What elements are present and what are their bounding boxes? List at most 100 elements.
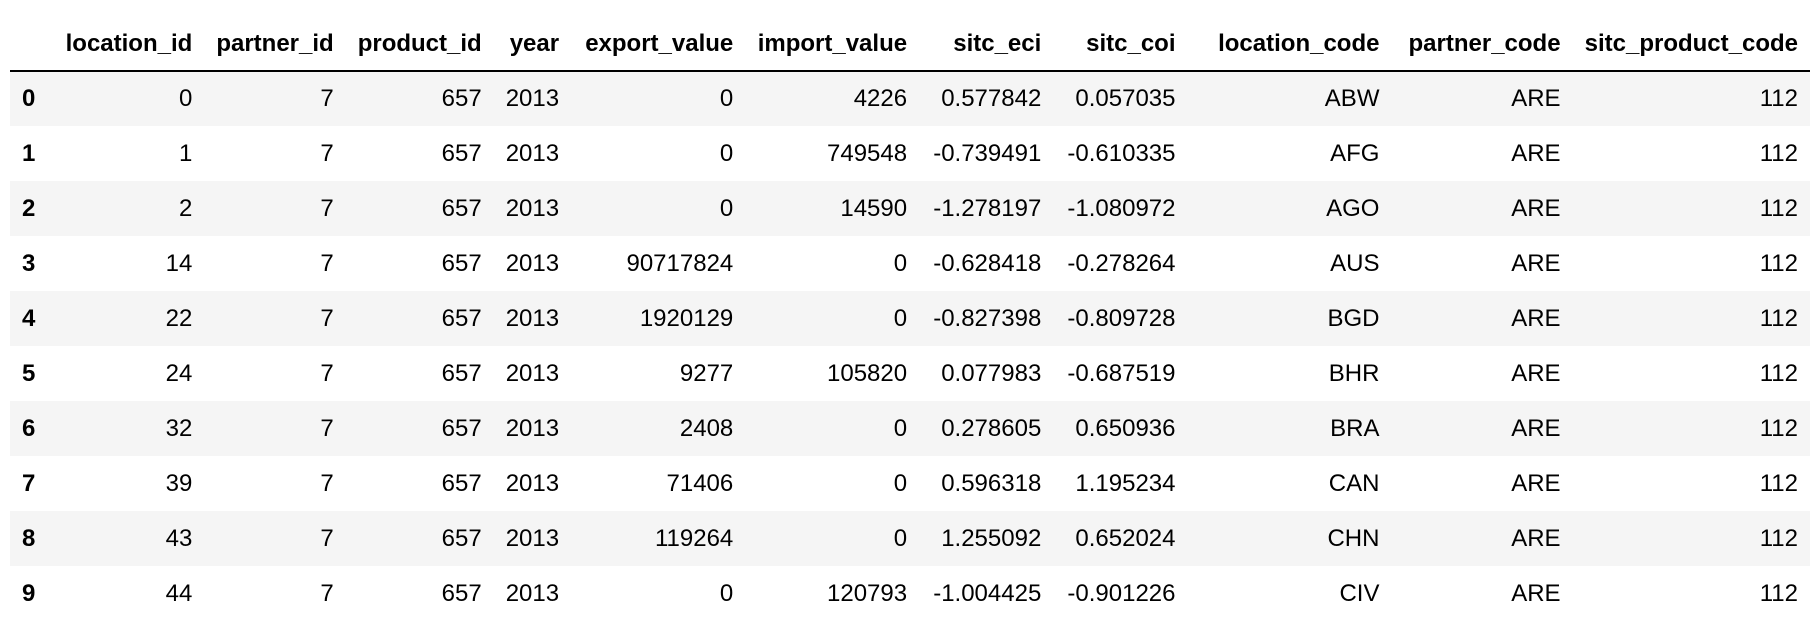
column-header-partner-id: partner_id: [204, 18, 346, 72]
cell-year: 2013: [505, 139, 560, 167]
cell-export-value: 9277: [679, 359, 734, 387]
cell-import-value: 14590: [840, 194, 908, 222]
cell-import-value: 120793: [827, 579, 908, 607]
cell-location-code: CIV: [1339, 579, 1380, 607]
cell-product-id: 657: [441, 469, 482, 497]
cell-partner-code: ARE: [1511, 414, 1561, 442]
column-header-year: year: [493, 18, 572, 72]
cell-sitc-eci: 0.278605: [941, 414, 1042, 442]
row-index: 3: [22, 249, 36, 277]
cell-partner-code: ARE: [1511, 579, 1561, 607]
cell-location-code: BRA: [1330, 414, 1380, 442]
cell-sitc-coi: -0.687519: [1067, 359, 1176, 387]
cell-partner-code: ARE: [1511, 524, 1561, 552]
cell-partner-id: 7: [320, 359, 334, 387]
cell-partner-id: 7: [320, 524, 334, 552]
table-row: 4 22 7 657 2013 1920129 0 -0.827398 -0.809728 BGD…: [10, 291, 1810, 346]
cell-sitc-product-code: 112: [1759, 414, 1798, 442]
cell-sitc-product-code: 112: [1759, 579, 1798, 607]
cell-sitc-coi: -0.901226: [1067, 579, 1176, 607]
cell-export-value: 2408: [679, 414, 734, 442]
cell-year: 2013: [505, 249, 560, 277]
cell-sitc-eci: 1.255092: [941, 524, 1042, 552]
cell-product-id: 657: [441, 139, 482, 167]
cell-location-id: 0: [178, 85, 193, 112]
table-body: 0 0 7 657 2013 0 4226 0.577842 0.057035 ABW ARE 112…: [10, 71, 1810, 621]
cell-export-value: 0: [719, 139, 734, 167]
cell-import-value: 0: [893, 304, 908, 332]
cell-partner-code: ARE: [1511, 304, 1561, 332]
column-header-export-value: export_value: [571, 18, 746, 72]
cell-sitc-coi: -1.080972: [1067, 194, 1176, 222]
table-row: 1 1 7 657 2013 0 749548 -0.739491 -0.610335 AFG AR…: [10, 126, 1810, 181]
cell-partner-code: ARE: [1511, 85, 1561, 112]
cell-partner-code: ARE: [1511, 359, 1561, 387]
table-row: 7 39 7 657 2013 71406 0 0.596318 1.195234 CAN ARE 1…: [10, 456, 1810, 511]
row-index: 6: [22, 414, 36, 442]
table-row: 0 0 7 657 2013 0 4226 0.577842 0.057035 ABW ARE 112: [10, 71, 1810, 126]
dataframe-table: location_id partner_id product_id year expor…: [10, 18, 1810, 621]
cell-location-id: 2: [178, 194, 193, 222]
cell-export-value: 119264: [654, 524, 734, 552]
column-header-location-id: location_id: [53, 18, 205, 72]
table-row: 6 32 7 657 2013 2408 0 0.278605 0.650936 BRA ARE 11…: [10, 401, 1810, 456]
column-header-partner-code: partner_code: [1391, 18, 1573, 72]
cell-sitc-coi: -0.278264: [1067, 249, 1176, 277]
row-index: 4: [22, 304, 36, 332]
cell-location-code: CAN: [1328, 469, 1380, 497]
cell-export-value: 0: [719, 85, 734, 112]
cell-partner-id: 7: [320, 579, 334, 607]
cell-location-id: 24: [165, 359, 193, 387]
header-row: location_id partner_id product_id year expor…: [10, 18, 1810, 72]
cell-sitc-coi: -0.809728: [1067, 304, 1176, 332]
cell-partner-id: 7: [320, 304, 334, 332]
row-index: 7: [22, 469, 36, 497]
cell-sitc-product-code: 112: [1759, 359, 1798, 387]
cell-import-value: 0: [893, 414, 908, 442]
cell-product-id: 657: [441, 194, 482, 222]
column-header-sitc-product-code: sitc_product_code: [1572, 18, 1810, 72]
column-header-sitc-eci: sitc_eci: [919, 18, 1054, 72]
cell-product-id: 657: [441, 524, 482, 552]
cell-partner-code: ARE: [1511, 469, 1561, 497]
row-index: 0: [22, 85, 36, 112]
cell-product-id: 657: [441, 579, 482, 607]
cell-sitc-product-code: 112: [1759, 194, 1798, 222]
cell-import-value: 105820: [827, 359, 908, 387]
cell-partner-id: 7: [320, 194, 334, 222]
cell-product-id: 657: [441, 85, 482, 112]
cell-sitc-product-code: 112: [1759, 304, 1798, 332]
cell-partner-code: ARE: [1511, 249, 1561, 277]
cell-product-id: 657: [441, 414, 482, 442]
cell-year: 2013: [505, 359, 560, 387]
cell-sitc-coi: 0.650936: [1075, 414, 1176, 442]
cell-partner-id: 7: [320, 139, 334, 167]
row-index: 9: [22, 579, 36, 607]
cell-sitc-coi: 0.652024: [1075, 524, 1176, 552]
cell-sitc-eci: -0.827398: [933, 304, 1042, 332]
cell-sitc-eci: 0.577842: [941, 85, 1042, 112]
cell-sitc-product-code: 112: [1759, 139, 1798, 167]
row-index: 1: [22, 139, 36, 167]
cell-location-id: 14: [165, 249, 193, 277]
cell-partner-id: 7: [320, 249, 334, 277]
cell-location-code: CHN: [1327, 524, 1380, 552]
cell-export-value: 1920129: [639, 304, 734, 332]
cell-location-code: AFG: [1330, 139, 1380, 167]
cell-product-id: 657: [441, 359, 482, 387]
cell-export-value: 90717824: [626, 249, 734, 277]
cell-location-code: AUS: [1330, 249, 1380, 277]
cell-sitc-product-code: 112: [1759, 469, 1798, 497]
cell-import-value: 0: [893, 524, 908, 552]
cell-location-id: 1: [178, 139, 193, 167]
cell-sitc-coi: 1.195234: [1075, 469, 1176, 497]
cell-product-id: 657: [441, 304, 482, 332]
column-header-import-value: import_value: [745, 18, 920, 72]
cell-partner-id: 7: [320, 85, 334, 112]
cell-export-value: 71406: [666, 469, 734, 497]
cell-import-value: 4226: [853, 85, 908, 112]
cell-year: 2013: [505, 579, 560, 607]
cell-sitc-eci: -1.278197: [933, 194, 1042, 222]
cell-import-value: 0: [893, 249, 908, 277]
